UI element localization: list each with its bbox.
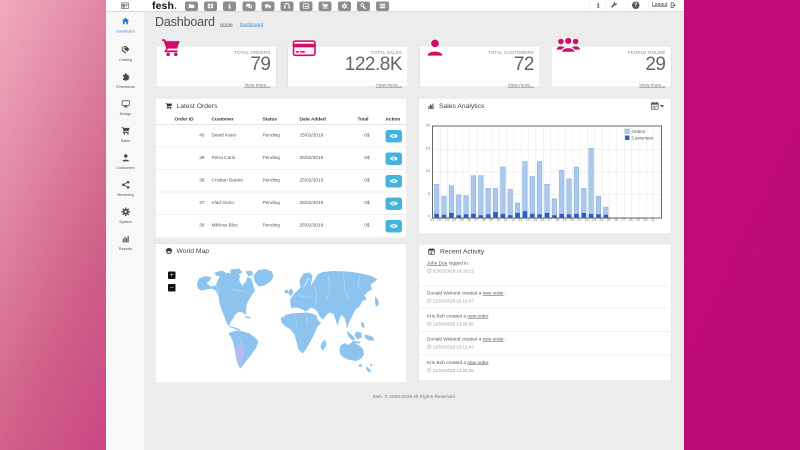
svg-text:Orders: Orders [632, 129, 647, 134]
svg-text:Customers: Customers [632, 136, 655, 141]
